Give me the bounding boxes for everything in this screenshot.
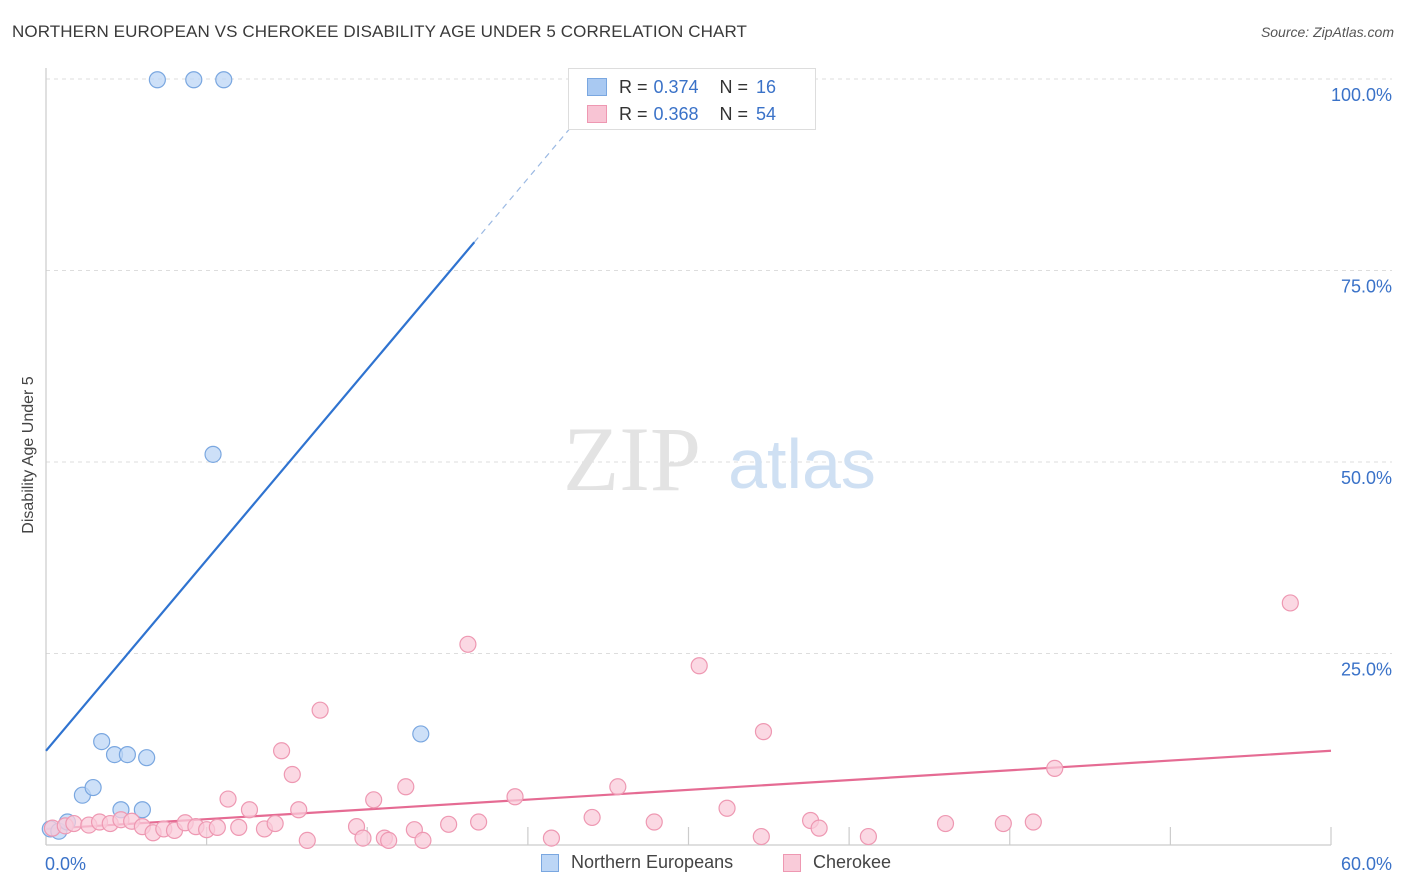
stats-n-label: N = [719, 76, 749, 97]
northern-europeans-point [185, 71, 203, 89]
cherokee-point [365, 791, 383, 809]
cherokee-point [397, 778, 415, 796]
cherokee-point [272, 742, 291, 760]
northern-europeans-point [133, 801, 151, 819]
legend-swatch-northern-europeans [541, 853, 559, 872]
stats-n-value: 16 [756, 76, 777, 97]
watermark-zip: ZIP [563, 408, 701, 510]
cherokee-point [65, 814, 83, 833]
data-points [41, 71, 1299, 850]
cherokee-point [645, 813, 663, 831]
watermark-atlas: atlas [728, 425, 876, 503]
cherokee-point [266, 814, 284, 833]
cherokee-point [718, 799, 736, 817]
stats-n-label: N = [719, 103, 749, 124]
stats-box: R = 0.374 N = 16 R = 0.368 N = 54 [568, 68, 816, 130]
stats-r-value: 0.374 [653, 76, 699, 97]
trend-lines [45, 101, 1332, 831]
cherokee-point [1024, 813, 1042, 831]
cherokee-point [754, 723, 773, 741]
northern-europeans-point [412, 725, 430, 743]
cherokee-point [1281, 594, 1299, 612]
cherokee-point [506, 788, 524, 806]
y-tick-label: 25.0% [1341, 660, 1392, 680]
cherokee-point [283, 765, 301, 784]
stats-r-label: R = [619, 76, 648, 97]
cherokee-point [470, 813, 488, 831]
cherokee-point [936, 814, 955, 833]
watermark: ZIP atlas [563, 408, 876, 510]
northern-europeans-point [138, 749, 156, 767]
tick-labels: 25.0% 50.0% 75.0% 100.0% 0.0% 60.0% [45, 85, 1392, 874]
northern-europeans-trend-line [45, 241, 476, 752]
legend-item-northern-europeans[interactable]: Northern Europeans [541, 852, 733, 873]
northern-europeans-point [215, 71, 233, 89]
cherokee-point [1046, 759, 1064, 778]
cherokee-point [752, 827, 770, 846]
northern-europeans-point [118, 746, 136, 764]
legend-item-cherokee[interactable]: Cherokee [783, 852, 891, 873]
cherokee-point [208, 818, 226, 836]
cherokee-trend-line [45, 749, 1332, 831]
cherokee-point [298, 831, 316, 850]
cherokee-point [810, 819, 828, 837]
cherokee-point [583, 808, 601, 827]
x-tick-label: 0.0% [45, 854, 86, 874]
cherokee-point [440, 815, 458, 833]
stats-r-value: 0.368 [653, 103, 699, 124]
source-label: Source: ZipAtlas.com [1260, 24, 1394, 40]
chart-title: NORTHERN EUROPEAN VS CHEROKEE DISABILITY… [12, 22, 748, 41]
cherokee-point [230, 818, 248, 836]
stats-row-cherokee: R = 0.368 N = 54 [587, 102, 776, 126]
cherokee-point [414, 831, 432, 850]
cherokee-point [609, 778, 627, 796]
y-tick-label: 100.0% [1331, 85, 1392, 105]
northern-europeans-trend-extension [473, 101, 593, 243]
stats-r-label: R = [619, 103, 648, 124]
legend-label: Cherokee [813, 852, 892, 872]
cherokee-point [219, 790, 237, 808]
northern-europeans-point [148, 71, 166, 89]
northern-europeans-point [204, 445, 222, 463]
cherokee-point [459, 635, 477, 653]
y-tick-label: 75.0% [1341, 277, 1392, 297]
cherokee-point [690, 657, 708, 675]
cherokee-point [994, 814, 1012, 833]
cherokee-point [290, 801, 308, 819]
stats-row-northern-europeans: R = 0.374 N = 16 [587, 75, 776, 99]
stats-swatch-cherokee [587, 105, 607, 123]
northern-europeans-point [84, 778, 102, 797]
x-tick-label: 60.0% [1341, 854, 1392, 874]
cherokee-point [380, 831, 398, 850]
stats-n-value: 54 [756, 103, 777, 124]
y-tick-label: 50.0% [1341, 468, 1392, 488]
stats-swatch-northern-europeans [587, 78, 607, 96]
cherokee-point [542, 829, 561, 847]
legend-swatch-cherokee [783, 853, 801, 872]
cherokee-point [354, 829, 372, 847]
cherokee-point [311, 701, 329, 719]
grid-lines [46, 78, 1392, 654]
cherokee-point [240, 801, 259, 819]
cherokee-point [859, 827, 878, 846]
legend-label: Northern Europeans [571, 852, 734, 872]
northern-europeans-point [93, 732, 111, 751]
